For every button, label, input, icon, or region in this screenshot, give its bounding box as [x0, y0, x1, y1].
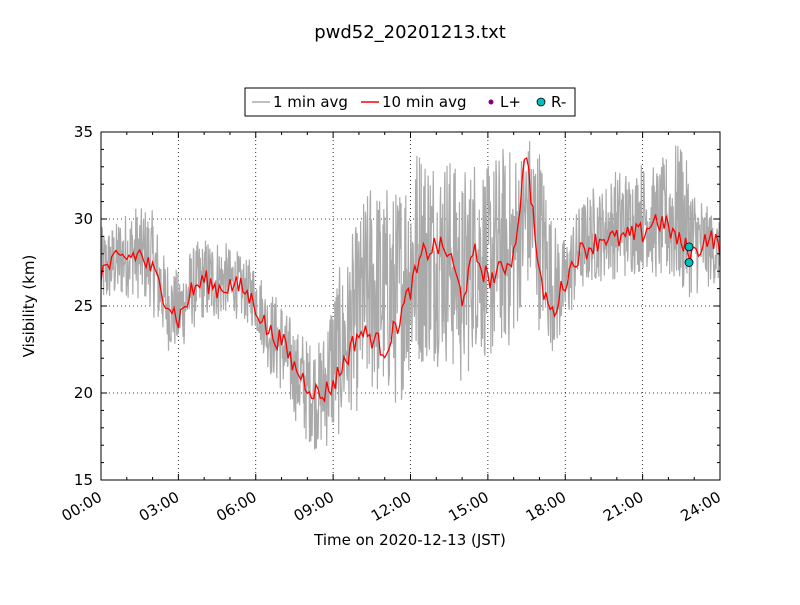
- y-tick-label: 25: [74, 297, 93, 315]
- r-minus-point: [684, 258, 694, 267]
- legend-label: L+: [500, 93, 521, 111]
- x-tick-label: 24:00: [678, 488, 724, 525]
- legend-label: R-: [551, 93, 566, 111]
- x-tick-label: 18:00: [523, 488, 569, 525]
- x-tick-label: 06:00: [213, 488, 259, 525]
- r-minus-point: [684, 242, 694, 252]
- x-tick-label: 09:00: [291, 488, 337, 525]
- x-tick-label: 21:00: [600, 488, 646, 525]
- y-tick-label: 30: [74, 210, 93, 228]
- x-tick-label: 12:00: [368, 488, 414, 525]
- series-1min-avg-line: [101, 141, 720, 450]
- chart-title: pwd52_20201213.txt: [314, 22, 506, 43]
- legend: 1 min avg 10 min avg L+ R-: [244, 87, 576, 117]
- series-10min-avg-line: [101, 157, 720, 403]
- x-tick-label: 00:00: [59, 488, 105, 525]
- legend-label: 1 min avg: [273, 93, 348, 111]
- y-tick-label: 20: [74, 384, 93, 402]
- legend-swatch: [536, 97, 546, 107]
- x-tick-label: 03:00: [136, 488, 182, 525]
- plot-area: 00:00 03:00 06:00 09:00 12:00 15:00 18:00 21:00…: [59, 123, 724, 525]
- y-tick-label: 35: [74, 123, 93, 141]
- legend-box: [244, 87, 576, 117]
- legend-swatch: [488, 99, 494, 105]
- legend-label: 10 min avg: [382, 93, 467, 111]
- y-tick-label: 15: [74, 471, 93, 489]
- x-tick-label: 15:00: [445, 488, 491, 525]
- y-axis-label: Visibility (km): [20, 255, 38, 358]
- x-axis-label: Time on 2020-12-13 (JST): [313, 531, 506, 549]
